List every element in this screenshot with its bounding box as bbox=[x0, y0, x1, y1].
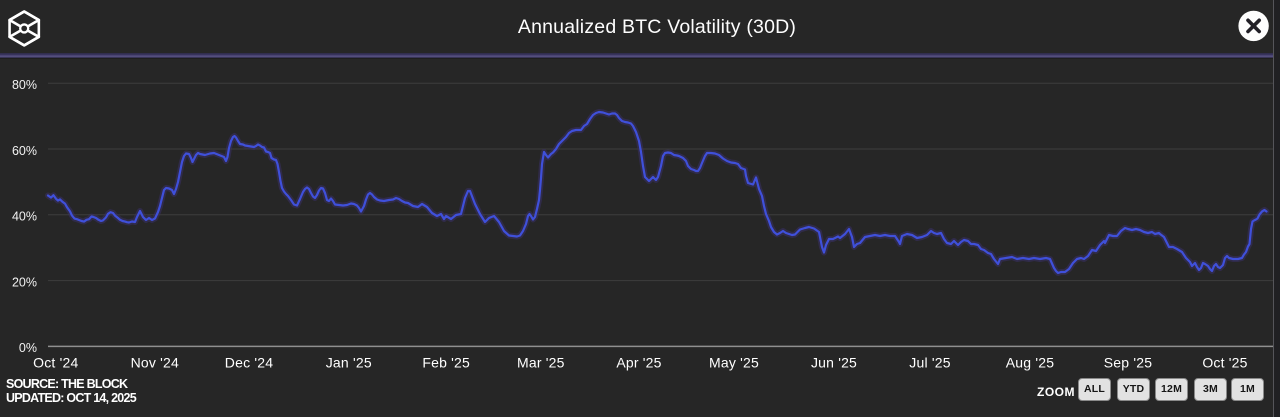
svg-text:Mar '25: Mar '25 bbox=[517, 355, 565, 371]
svg-text:Feb '25: Feb '25 bbox=[422, 355, 470, 371]
svg-text:Sep '25: Sep '25 bbox=[1104, 355, 1152, 371]
svg-text:Nov '24: Nov '24 bbox=[131, 355, 179, 371]
svg-text:Dec '24: Dec '24 bbox=[225, 355, 273, 371]
svg-text:20%: 20% bbox=[12, 275, 37, 289]
svg-text:Oct '24: Oct '24 bbox=[33, 355, 78, 371]
svg-text:Apr '25: Apr '25 bbox=[616, 355, 661, 371]
svg-text:80%: 80% bbox=[12, 78, 37, 92]
svg-text:Jul '25: Jul '25 bbox=[909, 355, 950, 371]
svg-text:60%: 60% bbox=[12, 144, 37, 158]
svg-text:Oct '25: Oct '25 bbox=[1202, 355, 1247, 371]
svg-text:Jan '25: Jan '25 bbox=[326, 355, 372, 371]
svg-text:May '25: May '25 bbox=[709, 355, 759, 371]
svg-text:40%: 40% bbox=[12, 210, 37, 224]
svg-text:Jun '25: Jun '25 bbox=[811, 355, 857, 371]
svg-text:0%: 0% bbox=[19, 341, 37, 355]
svg-text:Aug '25: Aug '25 bbox=[1006, 355, 1054, 371]
